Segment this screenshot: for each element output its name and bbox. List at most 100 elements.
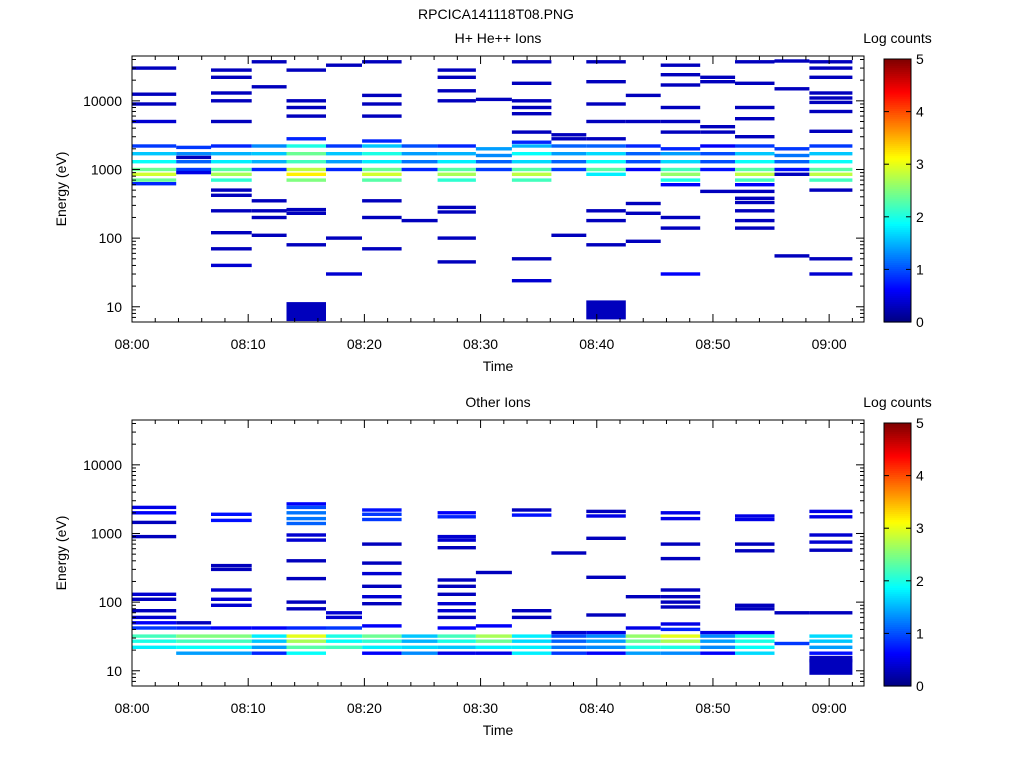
colorbar-segment	[884, 468, 911, 471]
x-tick-label: 08:10	[231, 336, 266, 352]
colorbar-segment	[884, 264, 911, 268]
heatmap-cell	[437, 609, 476, 613]
heatmap-cell	[326, 236, 362, 240]
colorbar-segment	[884, 480, 911, 484]
heatmap-cell	[401, 639, 438, 643]
heatmap-cell	[735, 144, 775, 148]
heatmap-cell	[286, 521, 326, 526]
colorbar-segment	[884, 525, 911, 529]
heatmap-cell	[625, 634, 661, 638]
heatmap-cell	[625, 160, 661, 164]
heatmap-cell	[774, 167, 810, 172]
heatmap-cell	[625, 595, 661, 599]
colorbar-segment	[884, 560, 911, 564]
colorbar-segment	[884, 176, 911, 179]
colorbar-segment	[884, 235, 911, 239]
colorbar-tick-label: 3	[916, 520, 924, 536]
heatmap-cell	[735, 607, 775, 611]
colorbar-segment	[884, 437, 911, 441]
colorbar-segment	[884, 470, 911, 473]
heatmap-cell	[211, 645, 252, 649]
colorbar-segment	[884, 307, 911, 311]
heatmap-cell	[401, 634, 438, 638]
heatmap-cell	[511, 513, 552, 517]
colorbar-segment	[884, 474, 911, 478]
heatmap-cell	[132, 621, 177, 625]
heatmap-cell	[286, 152, 326, 156]
colorbar-segment	[884, 683, 911, 687]
heatmap-cell	[475, 639, 512, 643]
colorbar: 0 1 2 3 4 5 Log counts	[863, 30, 932, 330]
colorbar-segment	[884, 151, 911, 155]
heatmap-cell	[211, 68, 252, 72]
heatmap-cell	[475, 97, 512, 102]
heatmap-cell	[700, 80, 736, 84]
colorbar-segment	[884, 459, 911, 463]
heatmap-cell	[586, 645, 626, 649]
heatmap-cell	[511, 99, 552, 103]
heatmap-cell	[511, 257, 552, 261]
heatmap-cell	[211, 178, 252, 182]
heatmap-cell	[625, 119, 661, 124]
heatmap-cell	[625, 645, 661, 649]
heatmap-cell	[437, 645, 476, 649]
heatmap-cell	[362, 139, 402, 143]
heatmap-cell	[326, 611, 362, 615]
colorbar-segment	[884, 167, 911, 171]
heatmap-cell	[437, 592, 476, 596]
colorbar-segment	[884, 301, 911, 305]
y-tick-label: 100	[99, 594, 123, 610]
colorbar-tick-label: 3	[916, 156, 924, 172]
y-axis: 10 100 1000 10000	[83, 423, 864, 687]
heatmap-cell	[437, 68, 476, 72]
x-tick-label: 08:30	[463, 336, 498, 352]
y-tick-label: 1000	[91, 525, 122, 541]
heatmap-cell	[735, 651, 775, 655]
colorbar-segment	[884, 591, 911, 595]
colorbar-segment	[884, 89, 911, 93]
heatmap-cell	[735, 218, 775, 223]
colorbar-segment	[884, 663, 911, 667]
heatmap-cell	[700, 639, 736, 643]
heatmap-cell	[211, 188, 252, 192]
heatmap-cell	[251, 85, 287, 89]
heatmap-cell	[625, 239, 661, 243]
heatmap-cell	[551, 639, 587, 643]
heatmap-cell	[286, 160, 326, 164]
heatmap-cell	[586, 634, 626, 638]
heatmap-cell	[660, 167, 701, 172]
heatmap-cell	[251, 160, 287, 164]
heatmap-cell	[511, 178, 552, 182]
colorbar-segment	[884, 215, 911, 218]
figure-title: RPCICA141118T08.PNG	[418, 6, 574, 22]
heatmap-cell	[625, 211, 661, 215]
colorbar-segment	[884, 494, 911, 498]
colorbar-segment	[884, 599, 911, 603]
heatmap-cell	[586, 102, 626, 106]
colorbar-segment	[884, 540, 911, 543]
heatmap-cell	[286, 639, 326, 643]
colorbar-segment	[884, 65, 911, 68]
heatmap-cell	[660, 152, 701, 156]
heatmap-cell	[809, 548, 853, 552]
colorbar-segment	[884, 305, 911, 309]
heatmap-cell	[437, 89, 476, 93]
colorbar-segment	[884, 550, 911, 554]
heatmap-cell	[586, 509, 626, 514]
heatmap-cell	[511, 140, 552, 144]
heatmap-cell	[437, 99, 476, 103]
colorbar-segment	[884, 225, 911, 229]
colorbar-segment	[884, 536, 911, 539]
colorbar-segment	[884, 130, 911, 134]
heatmap-cell	[660, 215, 701, 220]
colorbar-segment	[884, 511, 911, 514]
colorbar-segment	[884, 472, 911, 475]
heatmap-cell	[326, 626, 362, 630]
colorbar-segment	[884, 453, 911, 457]
heatmap-cell	[437, 178, 476, 182]
colorbar-segment	[884, 100, 911, 103]
colorbar-segment	[884, 266, 911, 270]
heatmap-cell	[437, 602, 476, 606]
heatmap-cell	[211, 75, 252, 79]
heatmap-cell	[362, 114, 402, 118]
